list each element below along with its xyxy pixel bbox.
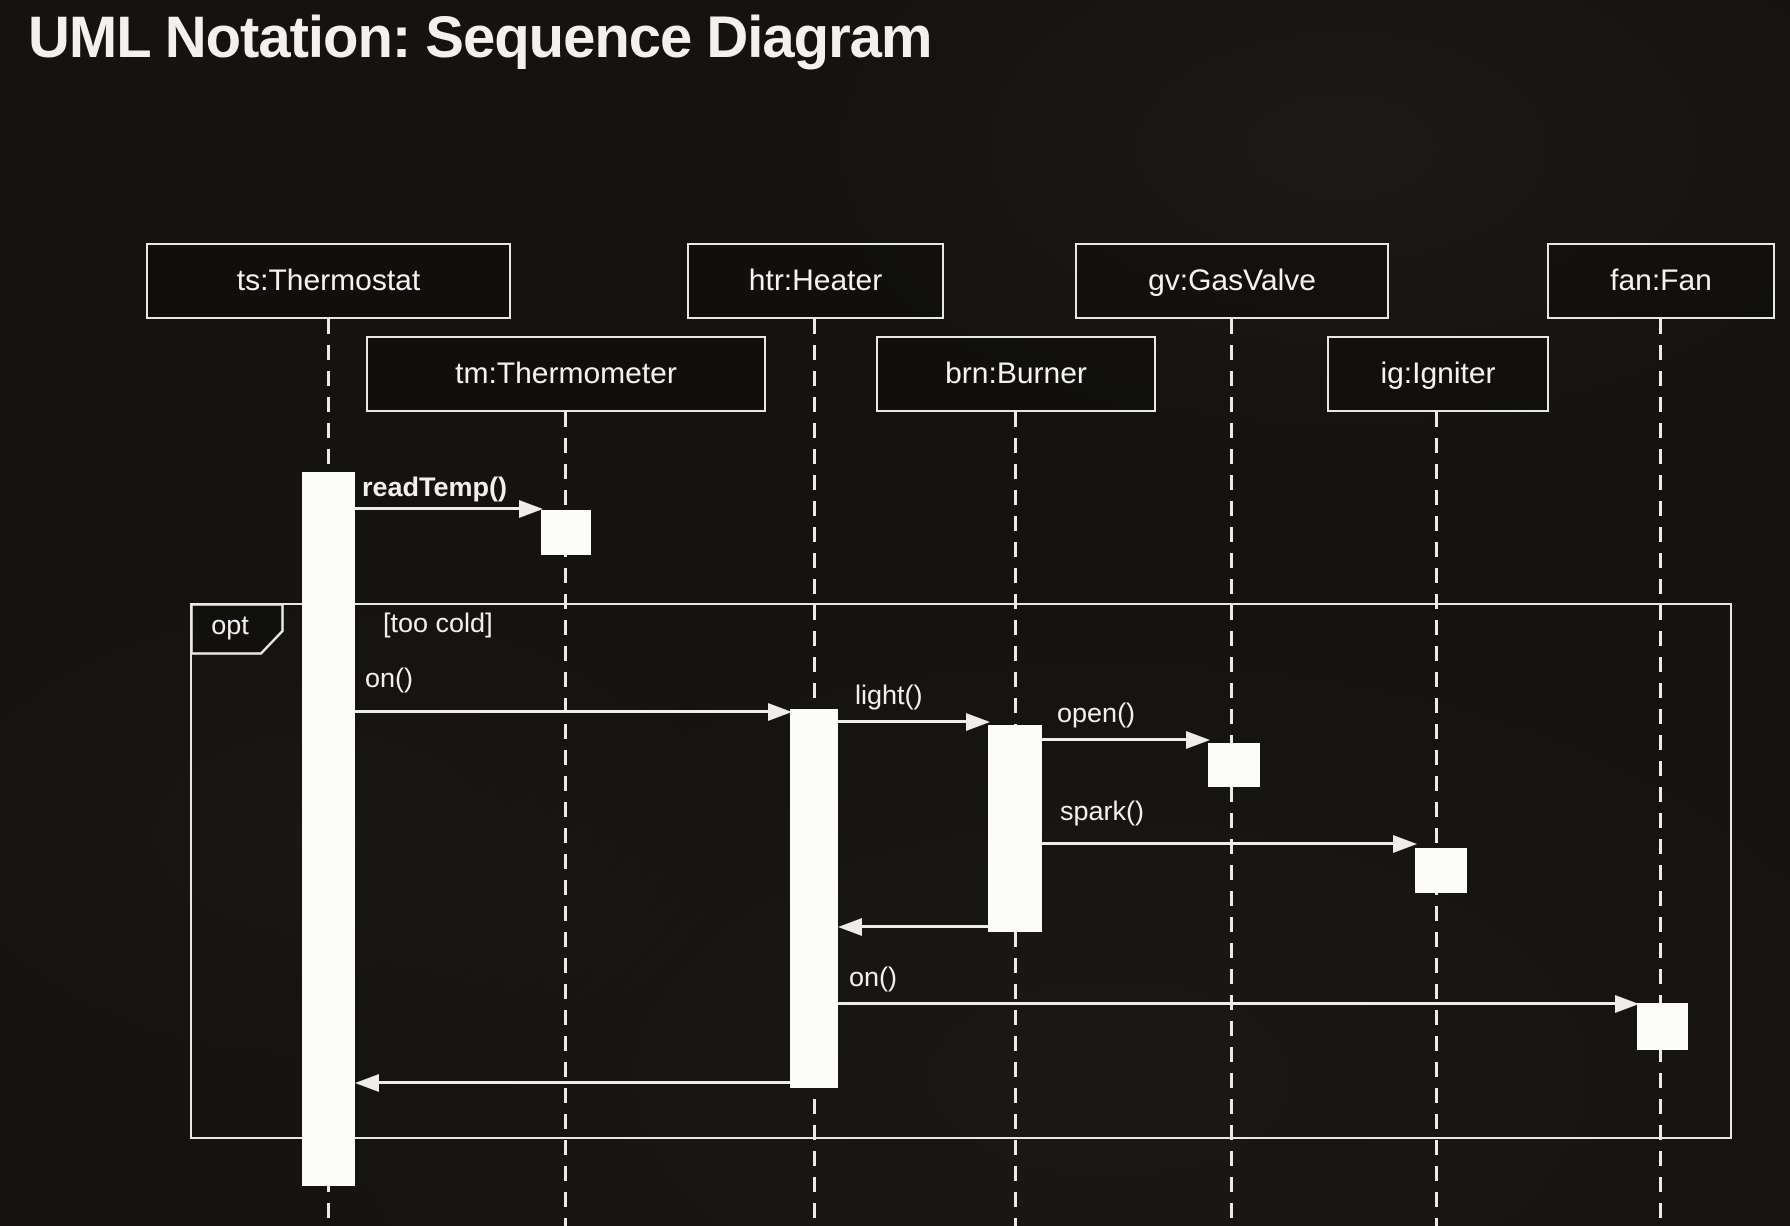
- arrowhead-icon: [355, 1074, 379, 1092]
- lifeline-label-ts: ts:Thermostat: [236, 264, 421, 297]
- message-label-readtemp: readTemp(): [362, 472, 508, 502]
- slide-title: UML Notation: Sequence Diagram: [28, 5, 932, 70]
- fragment-guard-label: [too cold]: [383, 608, 493, 638]
- lifeline-label-tm: tm:Thermometer: [455, 357, 677, 390]
- activation-htr: [790, 709, 838, 1088]
- lifeline-label-htr: htr:Heater: [748, 264, 883, 297]
- arrowhead-icon: [838, 918, 862, 936]
- lifeline-label-fan: fan:Fan: [1610, 264, 1712, 297]
- lifeline-ig: [1435, 412, 1438, 1226]
- lifeline-box-brn: brn:Burner: [876, 336, 1156, 412]
- message-label-light: light(): [855, 680, 923, 710]
- arrowhead-icon: [1393, 835, 1417, 853]
- fragment-operator-pentagon: [190, 603, 284, 655]
- message-arrow-return-burner: [862, 925, 988, 928]
- message-arrow-spark: [1042, 842, 1393, 845]
- message-arrow-light: [838, 720, 966, 723]
- lifeline-label-gv: gv:GasValve: [1148, 264, 1316, 297]
- message-arrow-on-heater: [355, 710, 768, 713]
- arrowhead-icon: [966, 713, 990, 731]
- arrowhead-icon: [519, 500, 543, 518]
- message-label-spark: spark(): [1060, 796, 1145, 826]
- lifeline-label-ig: ig:Igniter: [1380, 357, 1496, 390]
- lifeline-box-gv: gv:GasValve: [1075, 243, 1389, 319]
- arrowhead-icon: [768, 703, 792, 721]
- lifeline-box-tm: tm:Thermometer: [366, 336, 766, 412]
- lifeline-box-htr: htr:Heater: [687, 243, 944, 319]
- lifeline-box-ts: ts:Thermostat: [146, 243, 511, 319]
- lifeline-box-ig: ig:Igniter: [1327, 336, 1549, 412]
- opt-fragment-frame: [190, 603, 1732, 1139]
- message-arrow-readtemp: [355, 507, 519, 510]
- message-label-on-fan: on(): [849, 962, 898, 992]
- activation-fan: [1637, 1003, 1688, 1050]
- activation-gv: [1208, 743, 1260, 787]
- message-label-on-heater: on(): [365, 663, 414, 693]
- lifeline-tm: [564, 412, 567, 1226]
- lifeline-label-brn: brn:Burner: [945, 357, 1087, 390]
- lifeline-box-fan: fan:Fan: [1547, 243, 1775, 319]
- activation-ig: [1415, 848, 1467, 893]
- lifeline-fan: [1659, 319, 1662, 1226]
- message-label-open: open(): [1057, 698, 1136, 728]
- activation-ts: [302, 472, 355, 1186]
- message-arrow-on-fan: [838, 1002, 1615, 1005]
- message-arrow-open: [1042, 738, 1186, 741]
- arrowhead-icon: [1186, 731, 1210, 749]
- activation-brn: [988, 725, 1042, 932]
- arrowhead-icon: [1615, 995, 1639, 1013]
- activation-tm: [541, 510, 591, 555]
- message-arrow-return-heater: [379, 1081, 790, 1084]
- fragment-operator-label: opt: [211, 610, 249, 640]
